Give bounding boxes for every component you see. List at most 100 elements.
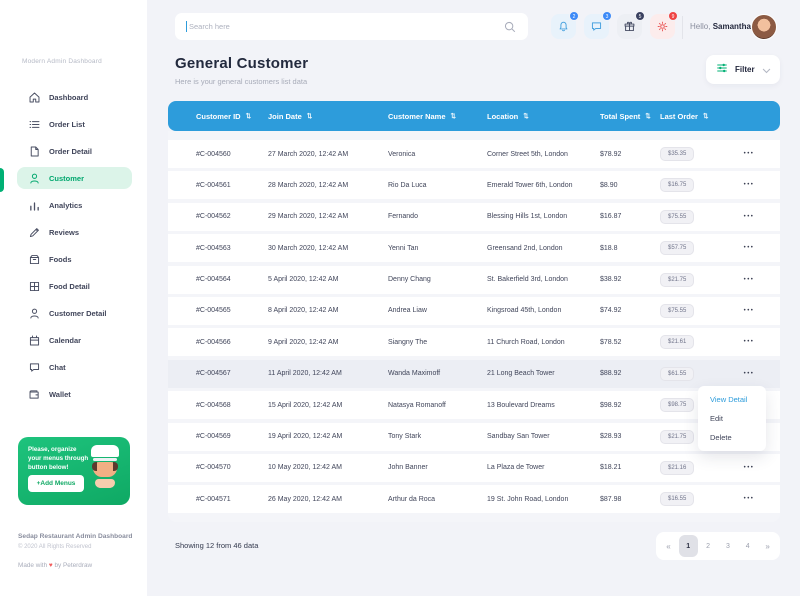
cell-last-order: $75.55 [660,209,728,224]
sidebar-item-reviews[interactable]: Reviews [17,221,132,243]
sidebar-item-customer[interactable]: Customer [17,167,132,189]
row-actions-kebab-icon[interactable]: ••• [743,151,755,157]
row-actions-kebab-icon[interactable]: ••• [743,245,755,252]
row-actions-kebab-icon[interactable]: ••• [743,370,755,377]
last-order-badge: $75.55 [660,303,695,318]
cell-last-order: $98.75 [660,398,728,413]
sidebar-item-wallet[interactable]: Wallet [17,383,132,405]
search-icon[interactable] [503,20,517,34]
sort-icon[interactable]: ⇅ [306,113,313,120]
filter-icon [716,62,728,77]
page-button-4[interactable]: 4 [738,535,757,557]
table-row[interactable]: #C-004562 29 March 2020, 12:42 AM Fernando… [168,202,780,231]
last-order-badge: $75.55 [660,209,695,224]
sidebar-item-food-detail[interactable]: Food Detail [17,275,132,297]
cell-customer-name: Natasya Romanoff [388,401,446,409]
row-actions-kebab-icon[interactable]: ••• [743,339,755,346]
column-header-location[interactable]: Location ⇅ [487,111,529,121]
text-cursor [186,21,187,32]
sidebar-item-foods[interactable]: Foods [17,248,132,270]
context-menu-item-delete[interactable]: Delete [710,433,732,442]
add-menus-button[interactable]: +Add Menus [28,475,84,492]
table-row[interactable]: #C-004570 10 May 2020, 12:42 AM John Banne… [168,453,780,482]
cell-total-spent: $38.92 [600,276,622,284]
cell-customer-id: #C-004566 [196,338,231,346]
column-header-customer-name[interactable]: Customer Name ⇅ [388,111,456,121]
filter-button[interactable]: Filter [706,55,780,84]
cell-location: La Plaza de Tower [487,464,545,472]
table-row[interactable]: #C-004568 15 April 2020, 12:42 AM Natasya … [168,391,780,420]
page-button-3[interactable]: 3 [718,535,737,557]
column-header-join-date[interactable]: Join Date ⇅ [268,111,313,121]
cell-customer-name: Arthur da Roca [388,495,436,503]
avatar[interactable] [751,14,777,40]
row-actions-kebab-icon[interactable]: ••• [743,464,755,471]
cell-customer-name: Denny Chang [388,276,431,284]
notification-buttons: 2 3 5 9 [551,11,678,39]
sidebar: Modern Admin Dashboard Dashboard Order Li… [0,0,147,596]
last-order-badge: $21.75 [660,272,695,287]
bell-button[interactable]: 2 [551,11,579,39]
sidebar-item-customer-detail[interactable]: Customer Detail [17,302,132,324]
page-button-2[interactable]: 2 [699,535,718,557]
file-icon [28,145,41,158]
table-row[interactable]: #C-004567 11 April 2020, 12:42 AM Wanda Ma… [168,359,780,388]
table-row[interactable]: #C-004566 9 April 2020, 12:42 AM Siangny T… [168,328,780,357]
row-actions-kebab-icon[interactable]: ••• [743,182,755,189]
bell-icon [557,20,570,33]
sort-icon[interactable]: ⇅ [523,113,529,120]
cell-customer-name: Wanda Maximoff [388,370,441,378]
sidebar-item-label: Food Detail [49,281,90,291]
table-row[interactable]: #C-004569 19 April 2020, 12:42 AM Tony Sta… [168,422,780,451]
row-actions-kebab-icon[interactable]: ••• [743,276,755,283]
table-row[interactable]: #C-004564 5 April 2020, 12:42 AM Denny Cha… [168,265,780,294]
next-page-button[interactable]: » [758,535,777,557]
cell-total-spent: $16.87 [600,213,622,221]
cell-last-order: $61.55 [660,366,728,381]
gift-button[interactable]: 5 [617,11,645,39]
context-menu-item-edit[interactable]: Edit [710,414,723,423]
settings-button[interactable]: 9 [650,11,678,39]
sidebar-item-chat[interactable]: Chat [17,356,132,378]
cell-last-order: $21.75 [660,272,728,287]
previous-page-button[interactable]: « [659,535,678,557]
column-header-last-order[interactable]: Last Order ⇅ [660,111,709,121]
sidebar-item-label: Customer [49,173,85,183]
sidebar-item-order-list[interactable]: Order List [17,113,132,135]
sidebar-item-calendar[interactable]: Calendar [17,329,132,351]
table-row[interactable]: #C-004571 26 May 2020, 12:42 AM Arthur da … [168,485,780,514]
row-context-menu: View Detail Edit Delete [698,386,766,451]
cell-join-date: 27 March 2020, 12:42 AM [268,150,349,158]
context-menu-item-view-detail[interactable]: View Detail [710,395,748,404]
last-order-badge: $35.35 [660,147,695,161]
cell-customer-name: Andrea Liaw [388,307,427,315]
table-row[interactable]: #C-004563 30 March 2020, 12:42 AM Yenni Ta… [168,234,780,263]
page-button-1[interactable]: 1 [678,535,698,557]
cell-total-spent: $88.92 [600,370,622,378]
sidebar-item-analytics[interactable]: Analytics [17,194,132,216]
sidebar-nav: Dashboard Order List Order Detail Customer A… [0,86,147,410]
table-row[interactable]: #C-004565 8 April 2020, 12:42 AM Andrea Li… [168,296,780,325]
row-actions-kebab-icon[interactable]: ••• [743,213,755,220]
column-header-customer-id[interactable]: Customer ID ⇅ [196,111,252,121]
sidebar-item-dashboard[interactable]: Dashboard [17,86,132,108]
sidebar-item-order-detail[interactable]: Order Detail [17,140,132,162]
sort-icon[interactable]: ⇅ [645,113,651,120]
sort-icon[interactable]: ⇅ [450,113,456,120]
sort-icon[interactable]: ⇅ [245,113,252,120]
chat-button[interactable]: 3 [584,11,612,39]
sort-icon[interactable]: ⇅ [702,113,709,120]
table-row[interactable]: #C-004560 27 March 2020, 12:42 AM Veronica… [168,140,780,168]
settings-icon [656,20,669,33]
row-actions-kebab-icon[interactable]: ••• [743,496,755,503]
search-bar[interactable] [175,13,528,40]
table-header: Customer ID ⇅ Join Date ⇅ Customer Name ⇅ Loca… [168,101,780,131]
cell-location: 11 Church Road, London [487,338,565,346]
sidebar-item-label: Order Detail [49,146,92,156]
pencil-icon [28,226,41,239]
table-row[interactable]: #C-004561 28 March 2020, 12:42 AM Rio Da L… [168,171,780,200]
search-input[interactable] [189,22,503,31]
cell-location: Blessing Hills 1st, London [487,213,568,221]
column-header-total-spent[interactable]: Total Spent ⇅ [600,111,651,121]
row-actions-kebab-icon[interactable]: ••• [743,307,755,314]
